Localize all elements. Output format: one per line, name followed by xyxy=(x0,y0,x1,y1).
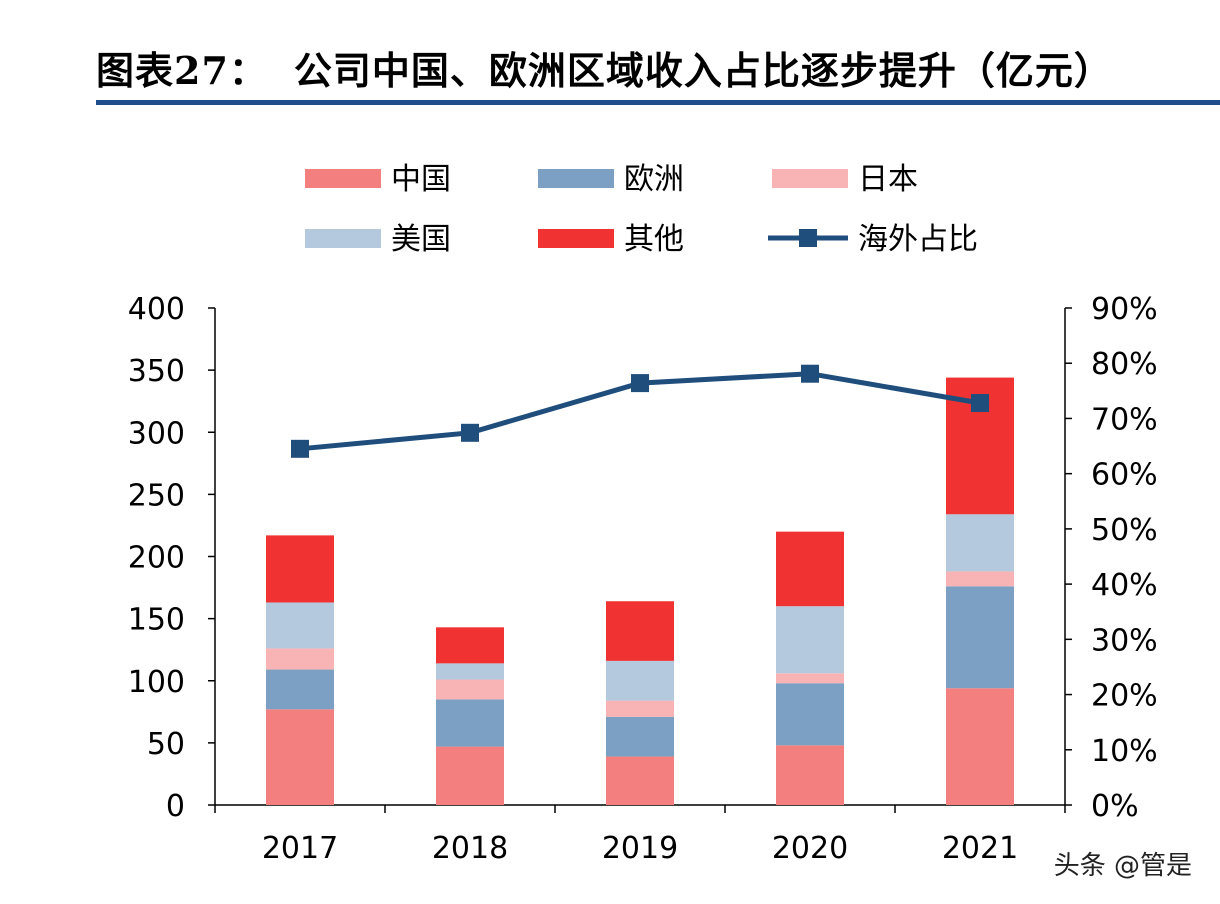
bar-2021-欧洲 xyxy=(946,586,1014,689)
y2-tick-label: 80% xyxy=(1091,347,1158,382)
y2-tick-label: 10% xyxy=(1091,734,1158,769)
y-tick-label: 250 xyxy=(128,478,185,513)
y-tick-label: 100 xyxy=(128,665,185,700)
bar-2020-欧洲 xyxy=(776,683,844,746)
bar-2021-中国 xyxy=(946,688,1014,805)
bar-2019-欧洲 xyxy=(606,716,674,757)
bar-2019-日本 xyxy=(606,700,674,717)
legend-marker xyxy=(799,229,817,247)
bar-2018-中国 xyxy=(436,746,504,805)
legend-label: 海外占比 xyxy=(858,222,978,257)
legend-swatch xyxy=(538,169,614,188)
bar-2017-中国 xyxy=(266,709,334,805)
bar-2020-其他 xyxy=(776,531,844,607)
bar-2017-日本 xyxy=(266,648,334,670)
x-tick-label: 2020 xyxy=(772,831,848,866)
x-tick-label: 2017 xyxy=(262,831,338,866)
bar-2021-日本 xyxy=(946,571,1014,587)
y2-tick-label: 20% xyxy=(1091,679,1158,714)
watermark: 头条 @管是 xyxy=(1053,851,1192,881)
y2-tick-label: 30% xyxy=(1091,623,1158,658)
bar-2020-美国 xyxy=(776,606,844,674)
y2-tick-label: 60% xyxy=(1091,458,1158,493)
legend-label: 美国 xyxy=(391,222,451,257)
bar-2018-欧洲 xyxy=(436,699,504,747)
bar-2019-美国 xyxy=(606,660,674,701)
x-tick-label: 2021 xyxy=(942,831,1018,866)
legend-label: 日本 xyxy=(858,162,918,197)
bar-2019-中国 xyxy=(606,756,674,805)
bar-2017-美国 xyxy=(266,602,334,649)
y2-tick-label: 70% xyxy=(1091,402,1158,437)
legend-label: 欧洲 xyxy=(624,162,684,197)
line-point-2018 xyxy=(461,423,479,442)
legend-swatch xyxy=(538,229,614,248)
bar-2017-其他 xyxy=(266,535,334,603)
legend-swatch xyxy=(305,169,381,188)
legend-swatch xyxy=(305,229,381,248)
bar-2021-美国 xyxy=(946,514,1014,572)
chart-title: 图表27： 公司中国、欧洲区域收入占比逐步提升（亿元） xyxy=(96,40,1139,95)
bar-2017-欧洲 xyxy=(266,669,334,710)
line-point-2020 xyxy=(801,364,819,383)
line-point-2019 xyxy=(631,374,649,393)
y-tick-label: 400 xyxy=(128,292,185,327)
y2-tick-label: 90% xyxy=(1091,292,1158,327)
line-point-2017 xyxy=(291,439,309,458)
y-tick-label: 200 xyxy=(128,541,185,576)
y-tick-label: 150 xyxy=(128,603,185,638)
bar-2018-日本 xyxy=(436,679,504,700)
line-point-2021 xyxy=(971,393,989,412)
y-tick-label: 300 xyxy=(128,416,185,451)
bar-2020-日本 xyxy=(776,673,844,684)
legend-swatch xyxy=(772,169,848,188)
x-tick-label: 2018 xyxy=(432,831,508,866)
bar-2020-中国 xyxy=(776,745,844,805)
bar-2018-其他 xyxy=(436,627,504,664)
y2-tick-label: 50% xyxy=(1091,513,1158,548)
title-text: 公司中国、欧洲区域收入占比逐步提升（亿元） xyxy=(293,48,1113,93)
figure-label: 图表27： xyxy=(96,48,268,93)
title-rule xyxy=(96,100,1220,105)
bar-2019-其他 xyxy=(606,601,674,661)
y2-tick-label: 0% xyxy=(1091,789,1139,824)
y-tick-label: 350 xyxy=(128,354,185,389)
x-tick-label: 2019 xyxy=(602,831,678,866)
y-tick-label: 0 xyxy=(166,789,185,824)
legend-label: 中国 xyxy=(391,162,451,197)
y2-tick-label: 40% xyxy=(1091,568,1158,603)
legend-label: 其他 xyxy=(624,222,684,257)
y-tick-label: 50 xyxy=(147,727,185,762)
bar-2018-美国 xyxy=(436,663,504,680)
